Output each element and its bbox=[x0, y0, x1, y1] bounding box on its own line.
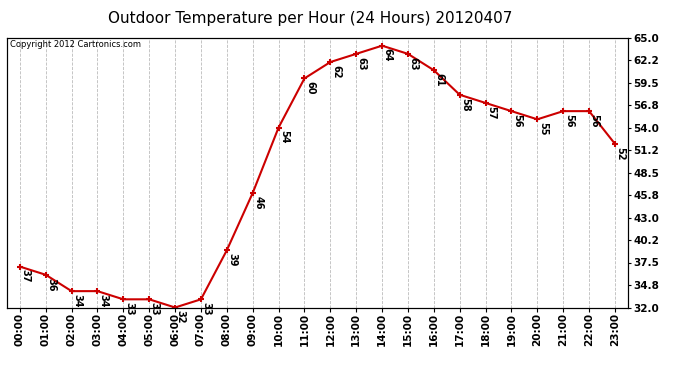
Text: 34: 34 bbox=[98, 294, 108, 307]
Text: 56: 56 bbox=[590, 114, 600, 128]
Text: 52: 52 bbox=[615, 147, 626, 160]
Text: 33: 33 bbox=[201, 302, 212, 316]
Text: 56: 56 bbox=[512, 114, 522, 128]
Text: 55: 55 bbox=[538, 122, 548, 136]
Text: 63: 63 bbox=[357, 57, 367, 70]
Text: 32: 32 bbox=[176, 310, 186, 324]
Text: 64: 64 bbox=[383, 48, 393, 62]
Text: Outdoor Temperature per Hour (24 Hours) 20120407: Outdoor Temperature per Hour (24 Hours) … bbox=[108, 11, 513, 26]
Text: 61: 61 bbox=[435, 73, 444, 87]
Text: 39: 39 bbox=[228, 253, 237, 267]
Text: 33: 33 bbox=[150, 302, 160, 316]
Text: 56: 56 bbox=[564, 114, 574, 128]
Text: 46: 46 bbox=[253, 196, 264, 209]
Text: 36: 36 bbox=[46, 278, 57, 291]
Text: 37: 37 bbox=[21, 269, 30, 283]
Text: 60: 60 bbox=[305, 81, 315, 94]
Text: Copyright 2012 Cartronics.com: Copyright 2012 Cartronics.com bbox=[10, 40, 141, 49]
Text: 33: 33 bbox=[124, 302, 134, 316]
Text: 34: 34 bbox=[72, 294, 82, 307]
Text: 54: 54 bbox=[279, 130, 289, 144]
Text: 62: 62 bbox=[331, 65, 341, 78]
Text: 57: 57 bbox=[486, 106, 496, 119]
Text: 63: 63 bbox=[408, 57, 419, 70]
Text: 58: 58 bbox=[460, 98, 471, 111]
